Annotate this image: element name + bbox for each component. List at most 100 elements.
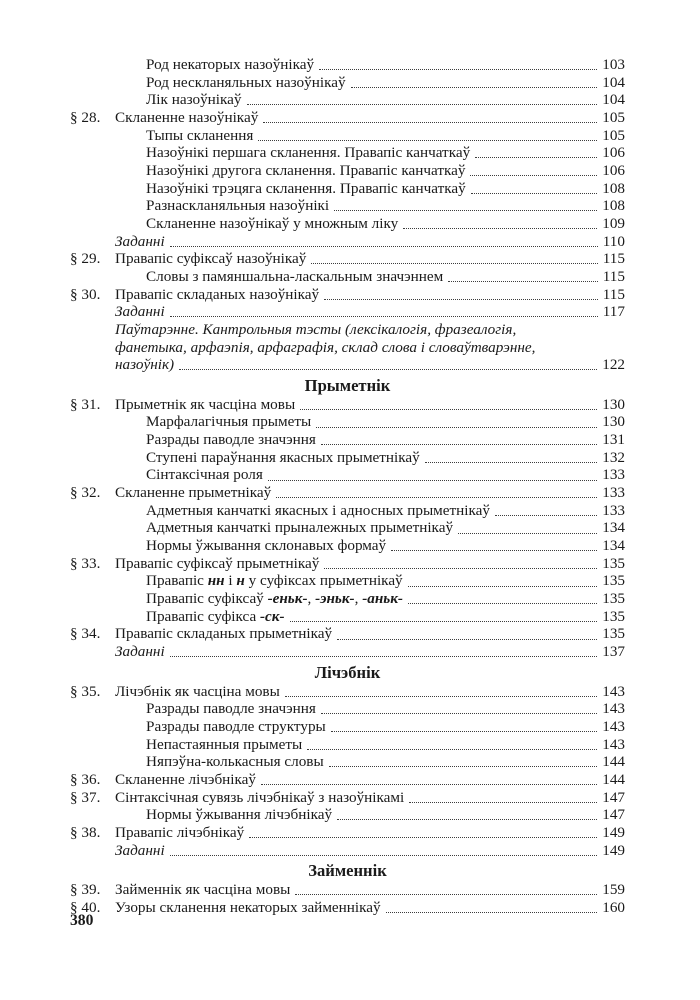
toc-entry-label: Адметныя канчаткі прыналежных прыметніка… bbox=[146, 519, 454, 537]
toc-entry-label: Непастаянныя прыметы bbox=[146, 735, 303, 753]
toc-entry-page-number: 103 bbox=[602, 56, 625, 73]
dot-leader bbox=[324, 298, 598, 300]
toc-entry-page-number: 122 bbox=[602, 356, 625, 374]
toc-section-entry: § 40. Узоры скланення некаторых займеннік… bbox=[70, 899, 625, 917]
toc-entry-label: Правапіс складаных назоўнікаў bbox=[115, 285, 320, 303]
dot-leader bbox=[246, 104, 598, 106]
toc-entry-page-number: 149 bbox=[602, 841, 625, 859]
toc-entry-page-number: 134 bbox=[602, 537, 625, 555]
toc-section-entry: § 33. Правапіс суфіксаў прыметнікаў 135 bbox=[70, 555, 625, 573]
toc-sub-entry: Нормы ўжывання склонавых формаў 134 bbox=[70, 537, 625, 555]
toc-entry-label: Нормы ўжывання склонавых формаў bbox=[146, 537, 387, 555]
toc-entry-label: фанетыка, арфаэпія, арфаграфія, склад сл… bbox=[115, 338, 536, 356]
toc-entry-page-number: 144 bbox=[602, 770, 625, 788]
toc-sub-entry: Сінтаксічная роля 133 bbox=[70, 466, 625, 484]
toc-entry-page-number: 143 bbox=[602, 682, 625, 700]
toc-sub-entry: Словы з памяншальна-ласкальным значэннем… bbox=[70, 268, 625, 286]
toc-note-line: Паўтарэнне. Кантрольныя тэсты (лексікало… bbox=[70, 321, 625, 339]
toc-sub-entry: Непастаянныя прыметы 143 bbox=[70, 736, 625, 754]
toc-entry-page-number: 109 bbox=[602, 214, 625, 232]
toc-sub-entry: Марфалагічныя прыметы 130 bbox=[70, 413, 625, 431]
toc-entry-page-number: 104 bbox=[602, 73, 625, 91]
toc-entry-page-number: 135 bbox=[602, 554, 625, 572]
dot-leader bbox=[289, 620, 598, 622]
dot-leader bbox=[169, 316, 598, 318]
dot-leader bbox=[470, 192, 598, 194]
toc-entry-page-number: 143 bbox=[602, 700, 625, 718]
toc-sub-entry: Назоўнікі першага скланення. Правапіс ка… bbox=[70, 144, 625, 162]
toc-section-entry: § 28. Скланенне назоўнікаў 105 bbox=[70, 109, 625, 127]
toc-entry-page-number: 133 bbox=[602, 484, 625, 502]
toc-entry-label: Разнаскланяльныя назоўнікі bbox=[146, 197, 330, 215]
toc-entry-label: Разрады паводле значэння bbox=[146, 700, 316, 718]
toc-entry-label: Разрады паводле значэння bbox=[146, 431, 316, 449]
toc-sub-entry: Назоўнікі другога скланення. Правапіс ка… bbox=[70, 162, 625, 180]
toc-entry-page-number: 104 bbox=[602, 91, 625, 109]
toc-sub-entry: Адметныя канчаткі якасных і адносных пры… bbox=[70, 502, 625, 520]
toc-zadanni-entry: Заданні 117 bbox=[70, 303, 625, 321]
toc-entry-number: § 30. bbox=[70, 285, 101, 303]
toc-entry-label: Сінтаксічная сувязь лічэбнікаў з назоўні… bbox=[115, 788, 405, 806]
toc-entry-label: Правапіс суфіксаў прыметнікаў bbox=[115, 554, 320, 572]
toc-entry-number: § 35. bbox=[70, 682, 101, 700]
toc-entry-page-number: 115 bbox=[602, 267, 625, 285]
toc-entry-number: § 29. bbox=[70, 250, 101, 268]
footer-page-number: 380 bbox=[70, 912, 94, 929]
toc-sub-entry: Разрады паводле значэння 131 bbox=[70, 431, 625, 449]
toc-sub-entry: Скланенне назоўнікаў у множным ліку 109 bbox=[70, 215, 625, 233]
dot-leader bbox=[319, 69, 598, 71]
dot-leader bbox=[403, 228, 598, 230]
dot-leader bbox=[448, 281, 598, 283]
dot-leader bbox=[311, 263, 598, 265]
toc-entry-number: § 38. bbox=[70, 823, 101, 841]
toc-entry-label: Лік назоўнікаў bbox=[146, 91, 242, 109]
dot-leader bbox=[350, 86, 598, 88]
dot-leader bbox=[295, 894, 598, 896]
toc-sub-entry: Назоўнікі трэцяга скланення. Правапіс ка… bbox=[70, 180, 625, 198]
toc-entry-label: назоўнік) bbox=[115, 356, 175, 374]
dot-leader bbox=[276, 497, 598, 499]
dot-leader bbox=[407, 603, 598, 605]
toc-entry-label: Правапіс нн і н у суфіксах прыметнікаў bbox=[146, 572, 403, 590]
dot-leader bbox=[249, 837, 598, 839]
toc-note-line: фанетыка, арфаэпія, арфаграфія, склад сл… bbox=[70, 339, 625, 357]
toc-entry-page-number: 108 bbox=[602, 179, 625, 197]
toc-sub-entry: Няпэўна-колькасныя словы 144 bbox=[70, 753, 625, 771]
dot-leader bbox=[300, 408, 598, 410]
toc-entry-page-number: 105 bbox=[602, 108, 625, 126]
dot-leader bbox=[320, 713, 598, 715]
toc-entry-page-number: 143 bbox=[602, 735, 625, 753]
toc-entry-label: Займеннік як часціна мовы bbox=[115, 881, 291, 899]
toc-entry-number: § 40. bbox=[70, 898, 101, 916]
toc-entry-label: Сінтаксічная роля bbox=[146, 466, 263, 484]
toc-entry-page-number: 149 bbox=[602, 823, 625, 841]
toc-note-line: назоўнік) 122 bbox=[70, 356, 625, 374]
toc-part-heading: Лічэбнік bbox=[314, 662, 381, 682]
dot-leader bbox=[337, 638, 598, 640]
toc-section-entry: § 35. Лічэбнік як часціна мовы 143 bbox=[70, 683, 625, 701]
toc-entry-number: § 39. bbox=[70, 881, 101, 899]
toc-sub-entry: Нормы ўжывання лічэбнікаў 147 bbox=[70, 806, 625, 824]
toc-entry-label: Правапіс суфікса -ск- bbox=[146, 607, 285, 625]
toc-entry-label: Адметныя канчаткі якасных і адносных пры… bbox=[146, 501, 490, 519]
toc-sub-entry: Лік назоўнікаў 104 bbox=[70, 91, 625, 109]
toc-entry-number: § 34. bbox=[70, 625, 101, 643]
toc-entry-label: Тыпы скланення bbox=[146, 126, 254, 144]
toc-entry-label: Заданні bbox=[115, 232, 165, 250]
toc-entry-label: Узоры скланення некаторых займеннікаў bbox=[115, 898, 381, 916]
toc-entry-label: Нормы ўжывання лічэбнікаў bbox=[146, 806, 333, 824]
toc-zadanni-entry: Заданні 149 bbox=[70, 842, 625, 860]
dot-leader bbox=[179, 369, 598, 371]
dot-leader bbox=[334, 210, 598, 212]
toc-entry-page-number: 130 bbox=[602, 413, 625, 431]
toc-section-entry: § 34. Правапіс складаных прыметнікаў 135 bbox=[70, 625, 625, 643]
toc-entry-label: Скланенне прыметнікаў bbox=[115, 484, 272, 502]
dot-leader bbox=[385, 912, 598, 914]
toc-entry-label: Разрады паводле структуры bbox=[146, 717, 326, 735]
dot-leader bbox=[409, 801, 598, 803]
toc-entry-label: Прыметнік як часціна мовы bbox=[115, 395, 296, 413]
toc-entry-page-number: 135 bbox=[602, 572, 625, 590]
toc-entry-page-number: 159 bbox=[602, 881, 625, 899]
toc-entry-page-number: 115 bbox=[602, 285, 625, 303]
